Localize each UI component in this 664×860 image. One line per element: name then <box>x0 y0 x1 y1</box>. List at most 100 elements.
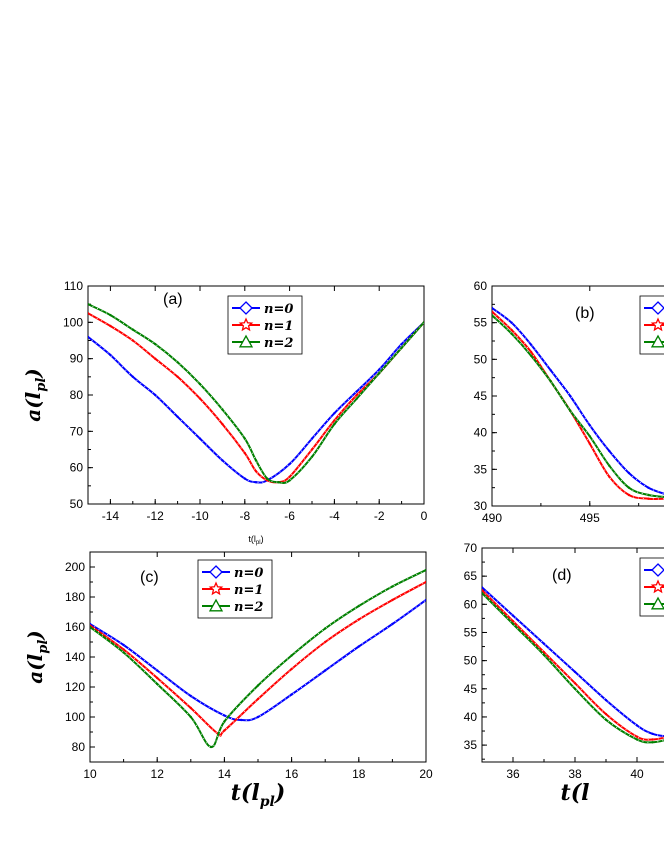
series-marker-dashes <box>492 311 664 500</box>
data-point <box>588 442 591 445</box>
y-tick-label: 200 <box>65 560 85 574</box>
data-point <box>333 419 336 422</box>
data-point <box>254 459 258 462</box>
data-point <box>324 640 327 644</box>
y-tick-label: 80 <box>70 388 84 402</box>
y-tick-label: 100 <box>63 315 83 329</box>
data-point <box>256 684 260 687</box>
x-tick-label: 20 <box>419 767 433 781</box>
y-tick-label: 35 <box>474 462 488 476</box>
data-point <box>256 715 260 719</box>
data-point <box>310 448 314 451</box>
x-tick-label: 10 <box>83 767 97 781</box>
panel-a: -14 -12 -10 -8 -6 -4 -2 0 50 60 70 80 90 100 110 n=0 n=1… <box>21 279 428 523</box>
series-marker-dashes <box>90 581 426 737</box>
data-point <box>492 306 494 310</box>
x-tick-label: 12 <box>151 767 165 781</box>
data-point <box>221 422 224 426</box>
data-point <box>651 738 654 741</box>
data-point <box>198 382 202 386</box>
data-point <box>310 455 314 458</box>
legend-marker-triangle <box>238 334 254 348</box>
x-axis-label: t(l <box>561 780 590 806</box>
data-point <box>569 394 572 398</box>
data-point <box>198 437 202 440</box>
legend-label: n=1 <box>234 583 263 598</box>
data-point <box>355 390 358 393</box>
data-point <box>154 357 157 360</box>
data-point <box>156 682 159 686</box>
data-point <box>511 614 515 617</box>
y-tick-label: 60 <box>70 461 84 475</box>
data-point <box>288 462 291 466</box>
panel-label: (b) <box>575 305 595 322</box>
series-marker-dashes <box>482 592 664 743</box>
panel-label: (a) <box>163 291 183 308</box>
y-tick-label: 50 <box>464 654 478 668</box>
y-tick-label: 50 <box>70 497 84 511</box>
data-point <box>333 412 336 415</box>
y-axis-label: a(lpl) <box>23 630 51 684</box>
data-point <box>529 354 533 357</box>
data-point <box>635 735 639 738</box>
data-point <box>378 368 381 371</box>
data-point <box>90 625 92 629</box>
data-point <box>189 715 192 719</box>
x-tick-label: -14 <box>102 509 120 523</box>
x-tick-label: -8 <box>239 509 250 523</box>
data-point <box>109 353 112 357</box>
x-axis-label: t(lpl) <box>231 780 285 810</box>
y-tick-label: 100 <box>65 710 85 724</box>
data-point <box>549 380 552 383</box>
data-point <box>221 408 224 411</box>
data-point <box>88 312 90 315</box>
y-tick-label: 45 <box>474 389 488 403</box>
data-point <box>549 369 552 372</box>
data-point <box>542 642 546 645</box>
x-tick-label: 0 <box>421 509 428 523</box>
data-point <box>608 464 611 467</box>
series-line-n=0 <box>90 599 426 722</box>
data-point <box>243 437 246 440</box>
data-point <box>221 459 224 462</box>
x-tick-label: 490 <box>482 511 502 525</box>
data-point <box>189 706 192 710</box>
data-point <box>391 598 394 602</box>
data-point <box>154 393 157 397</box>
y-tick-label: 30 <box>474 499 488 513</box>
y-tick-label: 40 <box>464 710 478 724</box>
data-point <box>573 682 577 685</box>
series-group <box>90 568 426 749</box>
data-point <box>608 449 611 453</box>
x-tick-label: -10 <box>191 509 209 523</box>
data-point <box>492 314 494 317</box>
legend-marker-diamond <box>651 563 664 577</box>
legend-marker-triangle <box>650 334 664 348</box>
legend-marker-triangle <box>208 598 224 612</box>
data-point <box>608 475 611 478</box>
legend-label: n=0 <box>264 302 293 317</box>
data-point <box>288 475 291 478</box>
x-tick-label: -2 <box>374 509 385 523</box>
data-point <box>542 653 546 657</box>
data-point <box>569 409 572 412</box>
series-line-n=0 <box>482 586 664 738</box>
x-tick-label: 38 <box>568 767 582 781</box>
data-point <box>573 670 577 674</box>
small-x-axis-label: t(lpl) <box>248 534 263 546</box>
x-tick-label: 36 <box>506 767 520 781</box>
data-point <box>627 471 631 475</box>
data-point <box>122 651 125 654</box>
y-tick-label: 55 <box>464 625 478 639</box>
data-point <box>588 424 591 427</box>
legend-label: n=2 <box>264 336 293 351</box>
series-marker-dashes <box>88 322 424 483</box>
data-point <box>109 324 112 328</box>
panel-c: 10 12 14 16 18 20 80 100 120 140 160 180 200 n=0 n=1 n=… <box>23 551 433 810</box>
legend-marker-star <box>208 581 224 596</box>
data-point <box>511 620 515 623</box>
legend-marker-diamond <box>651 301 664 315</box>
data-point <box>510 321 513 324</box>
x-tick-label: -6 <box>284 509 295 523</box>
y-tick-label: 60 <box>464 597 478 611</box>
